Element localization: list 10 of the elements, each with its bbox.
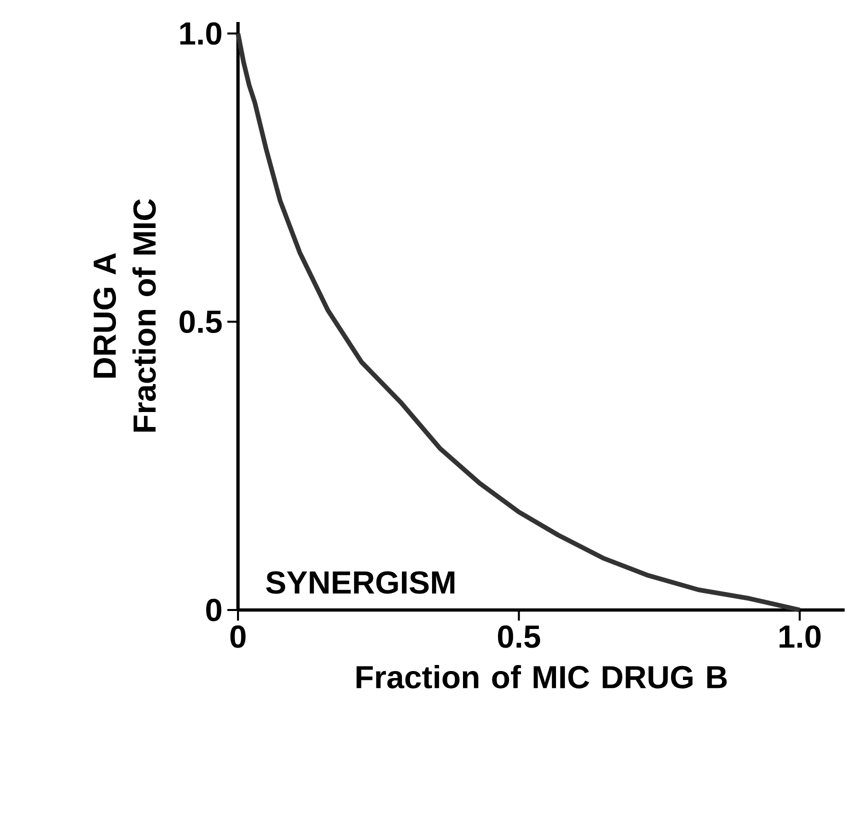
x-tick-label: 0 — [230, 625, 246, 648]
y-tick-label: 1.0 — [180, 22, 222, 45]
x-tick-label: 0.5 — [498, 625, 540, 648]
y-tick-label: 0.5 — [180, 310, 222, 334]
y-axis-title: DRUG A Fraction of MIC — [93, 199, 156, 432]
line-series — [236, 31, 802, 612]
x-tick-label: 1.0 — [780, 625, 821, 648]
y-tick-label: 0 — [206, 598, 222, 622]
x-axis-title: Fraction of MIC DRUG B — [356, 665, 727, 688]
annotation: SYNERGISM — [266, 571, 454, 594]
